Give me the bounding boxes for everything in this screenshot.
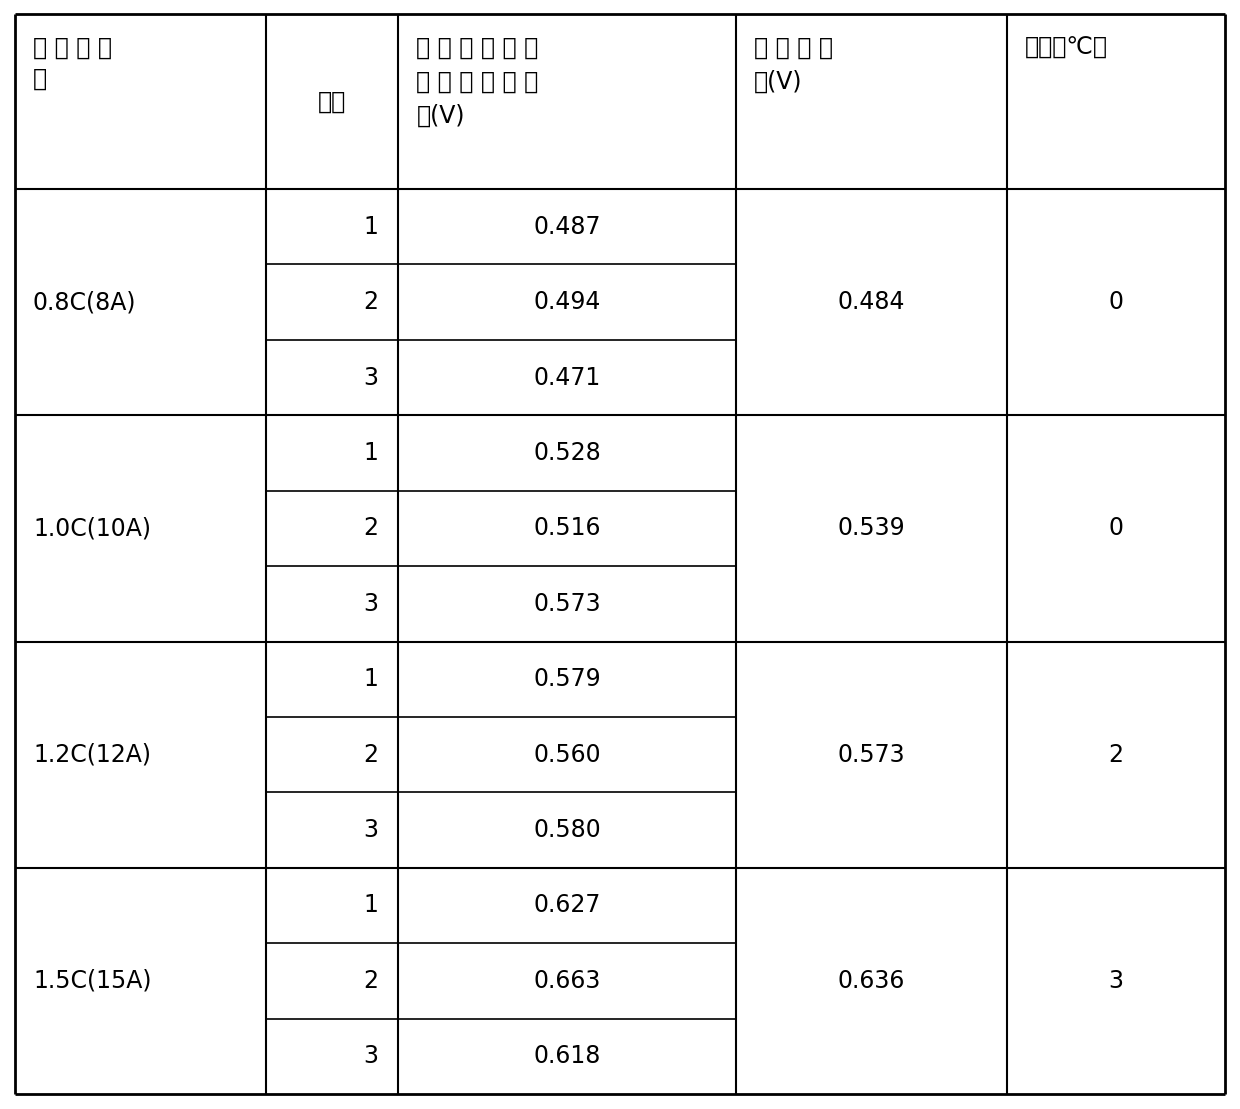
Text: 负 脉 冲 幅: 负 脉 冲 幅 [33, 35, 112, 60]
Text: 2: 2 [363, 969, 378, 993]
Text: 0: 0 [1109, 517, 1123, 540]
Text: 降(V): 降(V) [417, 104, 465, 128]
Text: 0.573: 0.573 [837, 743, 905, 766]
Text: 0.516: 0.516 [533, 517, 601, 540]
Text: 0.560: 0.560 [533, 743, 601, 766]
Text: 压 降 平 均: 压 降 平 均 [754, 35, 833, 60]
Text: 0.579: 0.579 [533, 668, 601, 691]
Text: 0.627: 0.627 [533, 894, 601, 917]
Text: 1.2C(12A): 1.2C(12A) [33, 743, 151, 766]
Text: 3: 3 [363, 366, 378, 389]
Text: 2: 2 [1109, 743, 1123, 766]
Text: 2: 2 [363, 743, 378, 766]
Text: 0: 0 [1109, 291, 1123, 314]
Text: 1: 1 [363, 668, 378, 691]
Text: 1: 1 [363, 441, 378, 465]
Text: 2: 2 [363, 291, 378, 314]
Text: 值: 值 [33, 67, 47, 91]
Text: 2: 2 [363, 517, 378, 540]
Text: 0.471: 0.471 [533, 366, 600, 389]
Text: 3: 3 [1109, 969, 1123, 993]
Text: 电 池 端 电 压 压: 电 池 端 电 压 压 [417, 70, 538, 94]
Text: 0.487: 0.487 [533, 215, 601, 238]
Text: 1.5C(15A): 1.5C(15A) [33, 969, 151, 993]
Text: 0.539: 0.539 [837, 517, 905, 540]
Text: 脉 冲 放 电 前 后: 脉 冲 放 电 前 后 [417, 35, 538, 60]
Text: 1: 1 [363, 215, 378, 238]
Text: 0.494: 0.494 [533, 291, 601, 314]
Text: 0.8C(8A): 0.8C(8A) [33, 291, 136, 314]
Text: 0.663: 0.663 [533, 969, 601, 993]
Text: 0.573: 0.573 [533, 592, 601, 615]
Text: 0.580: 0.580 [533, 818, 601, 842]
Text: 3: 3 [363, 1045, 378, 1068]
Text: 温升（℃）: 温升（℃） [1024, 35, 1107, 60]
Text: 0.528: 0.528 [533, 441, 601, 465]
Text: 值(V): 值(V) [754, 70, 802, 94]
Text: 0.636: 0.636 [837, 969, 905, 993]
Text: 次序: 次序 [319, 90, 346, 113]
Text: 0.618: 0.618 [533, 1045, 601, 1068]
Text: 3: 3 [363, 592, 378, 615]
Text: 0.484: 0.484 [837, 291, 905, 314]
Text: 1: 1 [363, 894, 378, 917]
Text: 3: 3 [363, 818, 378, 842]
Text: 1.0C(10A): 1.0C(10A) [33, 517, 151, 540]
